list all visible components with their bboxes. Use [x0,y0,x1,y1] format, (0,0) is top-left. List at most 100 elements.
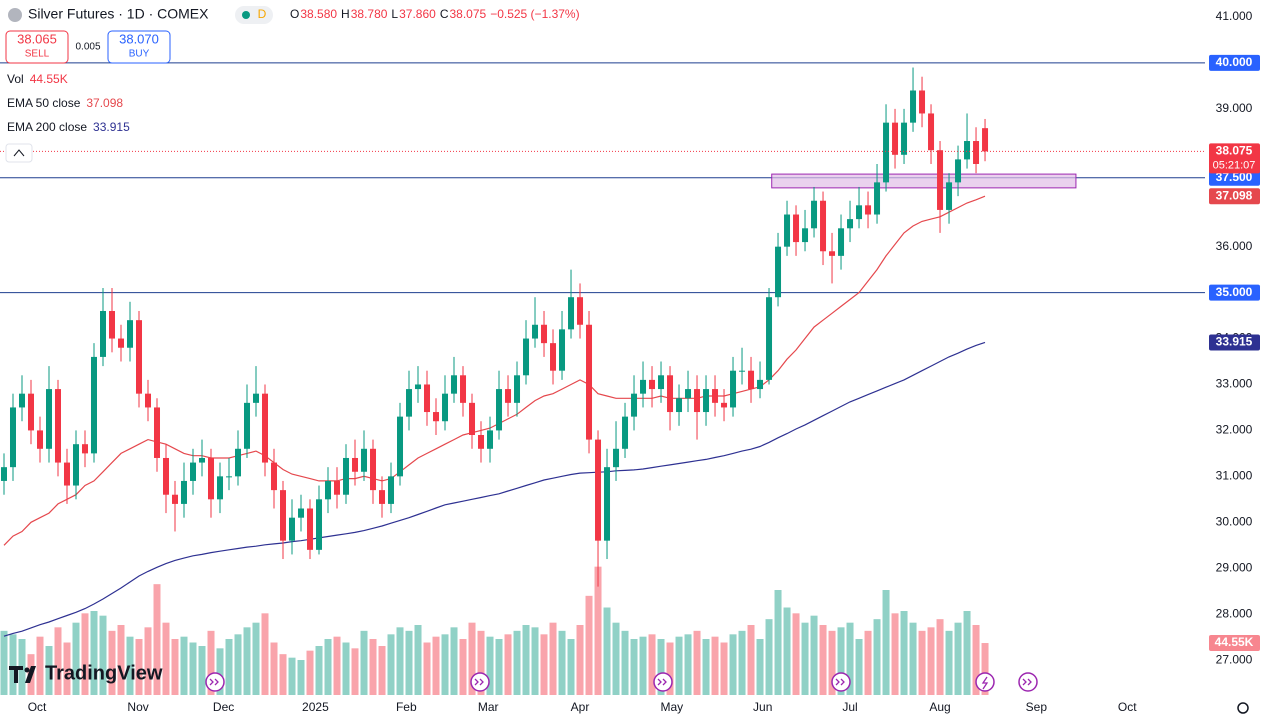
volume-bar [36,636,44,695]
volume-bar [531,627,539,695]
volume-bar [0,630,8,695]
settings-icon[interactable] [1237,702,1249,714]
volume-bar [756,639,764,695]
candle-body [748,370,755,390]
candle-body [550,343,557,371]
badge-bg [235,6,273,24]
volume-bar [54,627,62,695]
volume-bar [108,630,116,695]
event[interactable] [831,672,851,692]
sell-price[interactable]: 38.065 [17,31,57,46]
volume-bar [882,590,890,695]
candle-body [90,356,97,454]
price-tag [1209,169,1260,186]
volume-bar [90,611,98,695]
volume-bar [855,639,863,695]
volume-tag-label: 44.55K [1215,635,1254,649]
candle-body [901,122,908,155]
ohlc-key: O [290,7,299,21]
price-tag-label: 38.075 [1216,144,1253,158]
event[interactable] [470,672,490,692]
volume-bar [450,627,458,695]
volume-bar [576,625,584,695]
y-tick-label: 29.000 [1216,560,1253,574]
logo-mark [9,666,36,683]
volume-bar [225,639,233,695]
volume-bar [603,607,611,695]
badge: D [258,7,267,21]
collapse-button[interactable] [5,143,33,163]
volume-bar [612,622,620,695]
candle-body [505,389,512,403]
buy-label[interactable]: BUY [129,49,150,60]
x-tick-label: Nov [127,700,148,714]
candle-body [388,476,395,504]
volume-bar [279,654,287,695]
event-arrows [209,676,1032,690]
candle-body [775,246,782,298]
candle-body [172,494,179,504]
volume-bar [486,636,494,695]
volume-bar [522,625,530,695]
volume-bar [684,634,692,695]
candle-body [433,412,440,422]
event[interactable] [653,672,673,692]
volume-bar [9,634,17,695]
candle-body [307,508,314,550]
x-tick-label: Oct [1118,700,1137,714]
volume-bar [657,639,665,695]
candle-body [460,375,467,403]
volume-bar [45,646,53,695]
legend-name: EMA 50 close [7,96,81,110]
event[interactable] [205,672,225,692]
event[interactable] [975,672,995,692]
volume-bar [936,619,944,695]
volume-bar [594,566,602,695]
volume-bar [288,657,296,695]
buy-button[interactable] [107,30,171,64]
volume-bar [504,634,512,695]
candle-body [226,476,233,478]
y-tick-label: 27.000 [1216,652,1253,666]
price-tag [1209,284,1260,301]
candle-body [244,402,251,449]
legend-value: 44.55K [30,72,68,86]
candle-body [910,90,917,123]
sell-button[interactable] [5,30,69,64]
volume-bar [801,622,809,695]
candle-body [334,480,341,495]
volume-bar [306,650,314,695]
sell-label[interactable]: SELL [25,49,50,60]
volume-bar [369,639,377,695]
volume-bar [459,639,467,695]
candle-body [676,398,683,413]
candle-body [640,379,647,394]
volume-bar [963,611,971,695]
ohlc-value: 38.075 [449,7,486,21]
volume-bar [819,625,827,695]
candle-body [145,393,152,408]
volume-bar [207,630,215,695]
legend-value: 37.098 [86,96,123,110]
candle-body [820,200,827,252]
candle-body [685,389,692,399]
candle-body [874,182,881,215]
x-tick-label: Aug [929,700,950,714]
candle-body [199,457,206,463]
volume-bar [918,630,926,695]
event-icons [205,672,1038,692]
candle-body [451,375,458,394]
volume-bar [567,639,575,695]
volume-bar [351,648,359,695]
buy-price[interactable]: 38.070 [119,31,159,46]
volume-bar [891,613,899,695]
candle-body [811,200,818,229]
candle-body [730,370,737,408]
event[interactable] [1018,672,1038,692]
ohlc-value: 38.580 [300,7,337,21]
candle-body [523,338,530,376]
ohlc-value: 38.780 [351,7,388,21]
volume-bar [873,619,881,695]
volume-bar [63,642,71,695]
